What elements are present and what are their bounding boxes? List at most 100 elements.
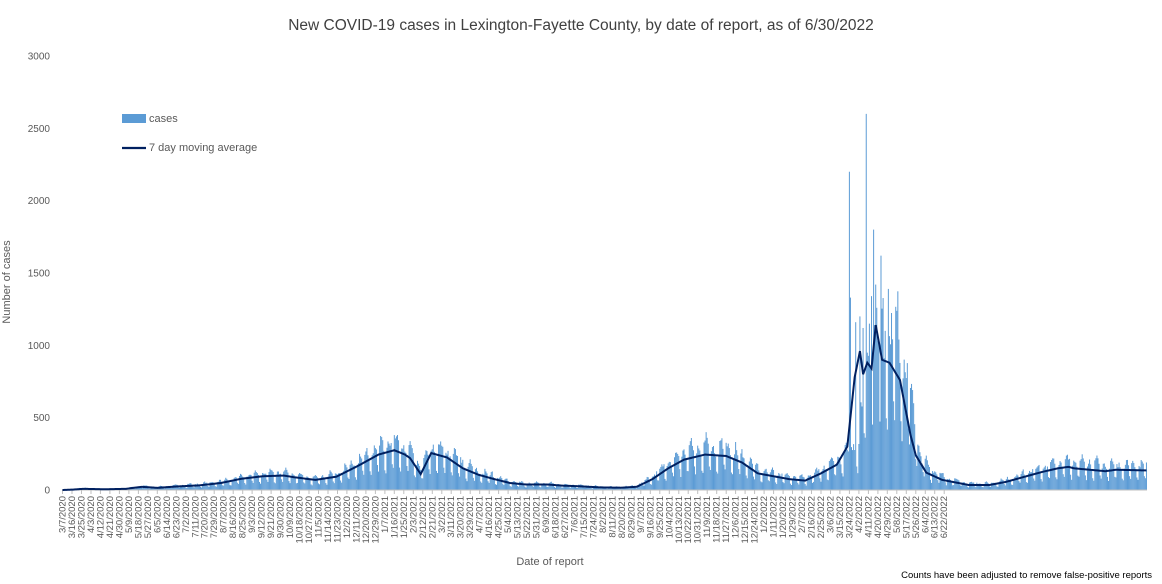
bar (334, 473, 336, 490)
bar (514, 482, 516, 490)
bar (736, 450, 738, 490)
bar (993, 482, 995, 490)
bar (532, 486, 534, 490)
bar (915, 459, 917, 490)
bar (987, 483, 989, 490)
bar (399, 467, 401, 490)
bar (169, 486, 171, 490)
bar (1062, 474, 1064, 490)
bar (978, 483, 980, 490)
bar (223, 485, 225, 490)
bar (288, 481, 290, 490)
x-tick-label: 4/25/2021 (494, 496, 505, 538)
bar (825, 469, 827, 490)
bar (382, 440, 384, 490)
bar (486, 473, 488, 490)
bar (863, 433, 865, 490)
bar (1043, 467, 1045, 490)
bar (876, 307, 878, 490)
bar (1011, 484, 1013, 490)
bar (908, 444, 910, 490)
bar (818, 469, 820, 490)
bar (150, 487, 152, 490)
x-tick-label: 11/23/2020 (333, 496, 344, 543)
bar (1143, 476, 1145, 490)
bar (290, 476, 292, 490)
bar (942, 473, 944, 490)
bar (796, 478, 798, 490)
bar (141, 487, 142, 490)
bar (523, 483, 525, 490)
bar (749, 457, 751, 490)
bar (352, 465, 354, 490)
bar (332, 481, 334, 490)
x-axis-title: Date of report (516, 556, 584, 568)
bar (771, 467, 773, 490)
bar (984, 482, 986, 490)
bar (937, 480, 939, 490)
bar (171, 488, 173, 490)
bar (1124, 464, 1126, 490)
bar (448, 457, 450, 490)
bar (184, 485, 186, 490)
x-tick-label: 4/3/2020 (86, 496, 97, 533)
bar (1003, 484, 1005, 490)
bar (254, 470, 256, 490)
bar (526, 483, 528, 490)
bar (540, 487, 542, 490)
x-tick-label: 7/15/2021 (579, 496, 590, 538)
bar (865, 113, 867, 491)
bar (903, 359, 905, 490)
bar (571, 484, 573, 490)
bar (1104, 466, 1106, 490)
bar (427, 454, 429, 490)
bar (1139, 467, 1141, 490)
bar (851, 447, 852, 490)
bar (455, 455, 457, 490)
bar (170, 488, 172, 490)
bar (267, 481, 269, 490)
x-tick-label: 12/11/2020 (351, 496, 362, 543)
bar (291, 473, 293, 490)
bar (1014, 477, 1016, 490)
bar (661, 464, 663, 490)
bar (854, 450, 856, 490)
bar (720, 440, 722, 490)
bar (607, 487, 609, 490)
bar (182, 484, 184, 490)
bar (678, 455, 680, 490)
bar (938, 482, 940, 490)
x-tick-label: 4/12/2020 (95, 496, 106, 538)
bar (756, 463, 758, 490)
bar (655, 475, 657, 490)
bar (700, 454, 702, 490)
bar (330, 471, 332, 490)
bar (640, 484, 642, 490)
x-tick-label: 11/18/2021 (712, 496, 723, 543)
bar (895, 306, 897, 490)
bar (195, 484, 197, 490)
bar (331, 473, 333, 490)
bar (847, 451, 849, 490)
bar (822, 469, 824, 490)
x-tick-label: 6/14/2020 (162, 496, 173, 538)
bar (1095, 458, 1097, 490)
bar (1132, 460, 1134, 490)
bar (386, 447, 388, 490)
x-tick-label: 7/20/2020 (200, 496, 211, 538)
bar (1114, 476, 1116, 490)
bar (590, 488, 592, 490)
bar (245, 484, 247, 490)
bar (1077, 475, 1079, 490)
bar (559, 484, 561, 490)
bar (432, 444, 434, 490)
bar (584, 487, 586, 490)
x-tick-label: 4/21/2020 (105, 496, 116, 538)
bar (758, 470, 760, 490)
bar (735, 442, 737, 490)
bar (260, 483, 262, 490)
bar (458, 473, 460, 490)
bar (817, 470, 819, 490)
bar (446, 454, 448, 490)
